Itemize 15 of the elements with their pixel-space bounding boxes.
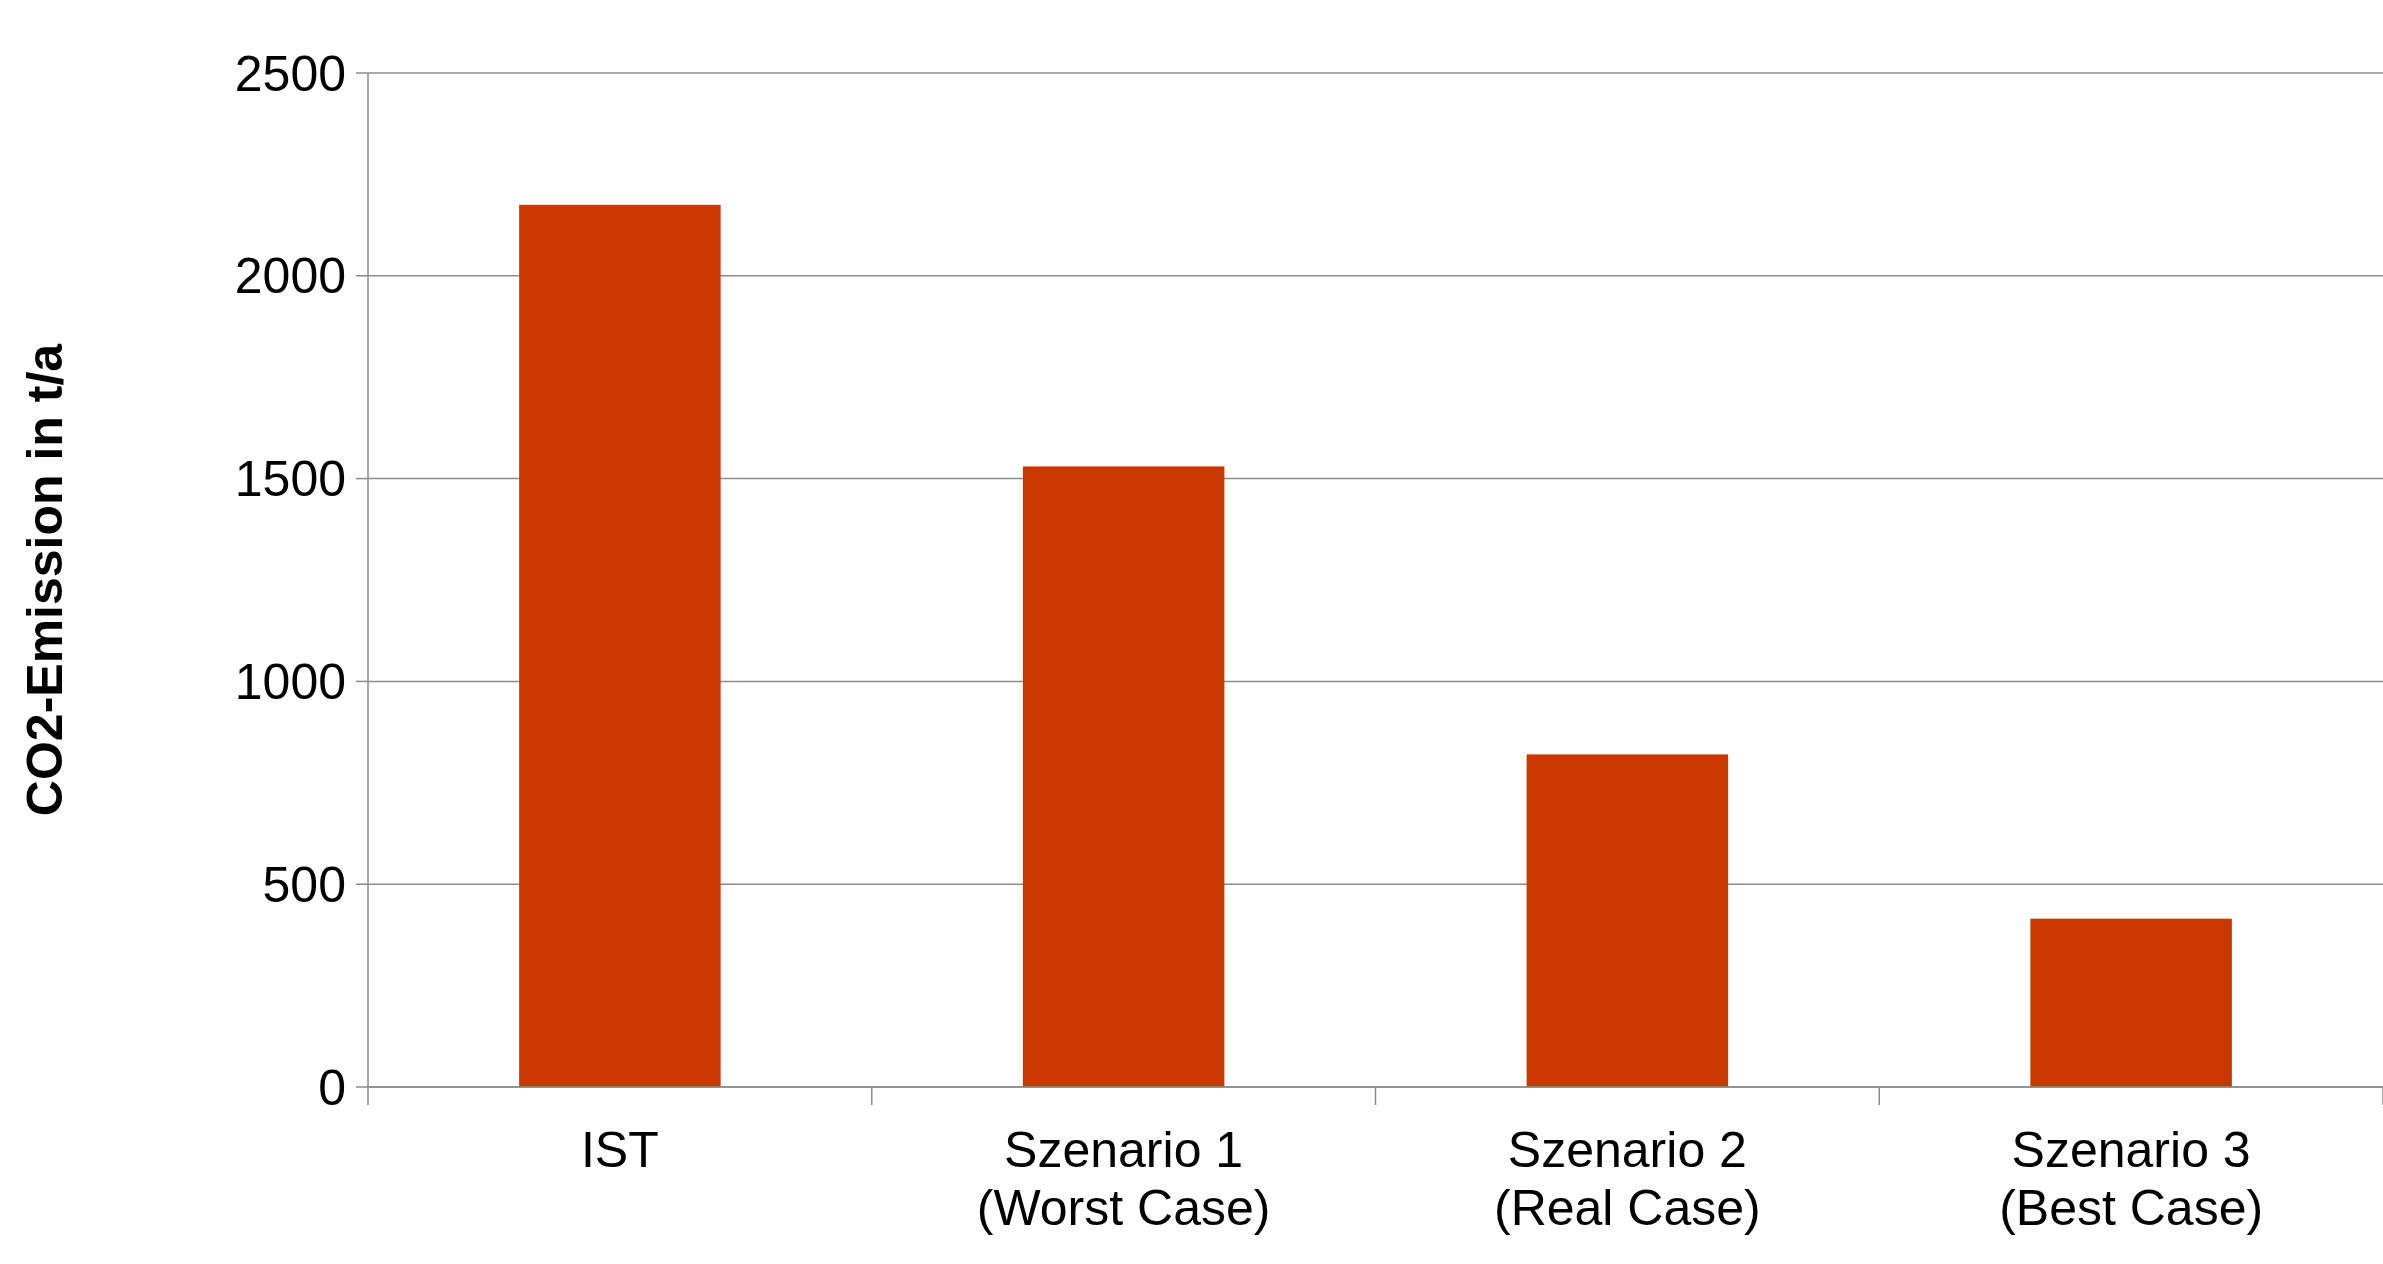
y-tick-label: 1000 [234,653,346,710]
y-tick-label: 2000 [234,248,346,305]
bar [1526,754,1729,1087]
x-tick-label: Szenario 2 (Real Case) [1494,1122,1761,1236]
bar [2030,918,2232,1087]
y-tick-label: 500 [262,856,346,913]
x-tick-label: Szenario 3 (Best Case) [1999,1122,2264,1236]
x-tick-label: IST [580,1122,659,1178]
y-tick-label: 1500 [234,451,346,508]
bar [519,204,721,1087]
bar [1022,466,1225,1087]
y-tick-label: 2500 [234,45,346,102]
y-tick-label: 0 [318,1059,346,1116]
x-tick-label: Szenario 1 (Worst Case) [976,1122,1271,1236]
y-axis-title: CO2-Emission in t/a [17,342,73,817]
